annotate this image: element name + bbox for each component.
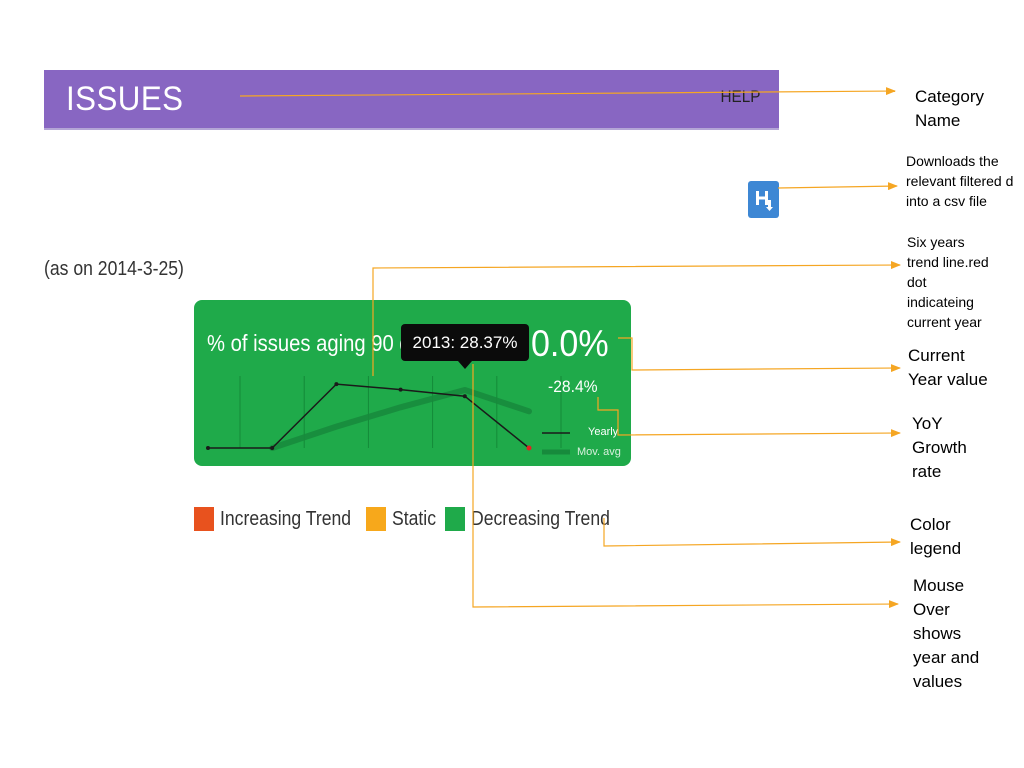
- annotation-current-value: Current Year value: [908, 344, 988, 392]
- yearly-point[interactable]: [398, 387, 403, 392]
- yearly-series-line: [208, 383, 530, 449]
- annotation-line: dot: [907, 274, 927, 290]
- annotation-line: rate: [912, 462, 942, 481]
- annotation-arrow: [597, 397, 901, 438]
- annotation-line: Six years: [907, 234, 965, 250]
- increasing-trend-swatch: [194, 507, 214, 531]
- current-year-value: 0.0%: [531, 323, 609, 364]
- trend-chart[interactable]: [194, 300, 631, 466]
- annotation-line: Downloads the: [906, 153, 999, 169]
- annotation-line: trend line.red: [907, 254, 989, 270]
- yearly-point[interactable]: [462, 394, 467, 399]
- annotation-line: shows: [913, 624, 962, 643]
- annotation-line: Color: [910, 515, 951, 534]
- yearly-point[interactable]: [206, 446, 210, 450]
- annotation-color-legend: Color legend: [910, 513, 961, 561]
- decreasing-trend-swatch: [445, 507, 465, 531]
- annotation-arrow: [239, 87, 896, 97]
- annotation-line: Name: [915, 111, 961, 130]
- category-title: ISSUES: [66, 80, 184, 118]
- static-label: Static: [392, 507, 437, 530]
- legend-decreasing-trend: Decreasing Trend: [445, 507, 629, 531]
- annotation-line: into a csv file: [906, 193, 987, 209]
- annotation-line: values: [913, 672, 963, 691]
- annotation-line: indicateing: [907, 294, 974, 310]
- movavg-series-line: [269, 386, 532, 451]
- legend-movavg-label: Mov. avg: [577, 446, 621, 458]
- csv-download-button[interactable]: [748, 181, 779, 218]
- static-swatch: [366, 507, 386, 531]
- annotation-arrow: [777, 182, 898, 191]
- annotation-line: Growth: [912, 438, 967, 457]
- annotation-line: relevant filtered d: [906, 173, 1014, 189]
- annotation-yoy: YoY Growth rate: [912, 412, 967, 484]
- annotation-line: year and: [913, 648, 980, 667]
- legend-static: Static: [366, 507, 442, 531]
- annotation-line: legend: [910, 539, 962, 558]
- annotation-arrow: [472, 364, 899, 609]
- annotation-trend-line: Six years trend line.red dot indicateing…: [907, 232, 989, 332]
- yearly-point[interactable]: [270, 446, 275, 450]
- increasing-trend-label: Increasing Trend: [220, 507, 352, 530]
- annotation-line: Current: [908, 346, 965, 365]
- annotation-line: Year value: [908, 370, 988, 389]
- annotation-line: Mouse: [913, 576, 965, 595]
- annotation-download: Downloads the relevant filtered d into a…: [906, 151, 1024, 211]
- tooltip-arrow: [458, 361, 472, 369]
- annotation-arrow: [372, 261, 901, 376]
- annotation-line: Over: [913, 600, 950, 619]
- annotation-category-name: Category Name: [915, 85, 984, 133]
- yoy-growth-rate: -28.4%: [548, 377, 598, 396]
- yearly-point[interactable]: [334, 382, 339, 387]
- chart-tooltip: 2013: 28.37%: [401, 324, 529, 361]
- as-on-date: (as on 2014-3-25): [44, 258, 184, 280]
- decreasing-trend-label: Decreasing Trend: [471, 507, 610, 530]
- legend-yearly-label: Yearly: [588, 426, 619, 438]
- category-header: ISSUES HELP: [44, 70, 779, 130]
- annotation-line: Category: [915, 87, 984, 106]
- annotation-mouseover: Mouse Over shows year and values: [913, 574, 979, 694]
- current-year-point[interactable]: [526, 445, 532, 451]
- csv-download-icon: [755, 190, 773, 211]
- annotation-arrow: [603, 518, 901, 547]
- annotation-line: YoY: [912, 414, 943, 433]
- annotation-line: current year: [907, 314, 982, 330]
- legend-increasing-trend: Increasing Trend: [194, 507, 369, 531]
- annotation-arrow: [618, 337, 901, 373]
